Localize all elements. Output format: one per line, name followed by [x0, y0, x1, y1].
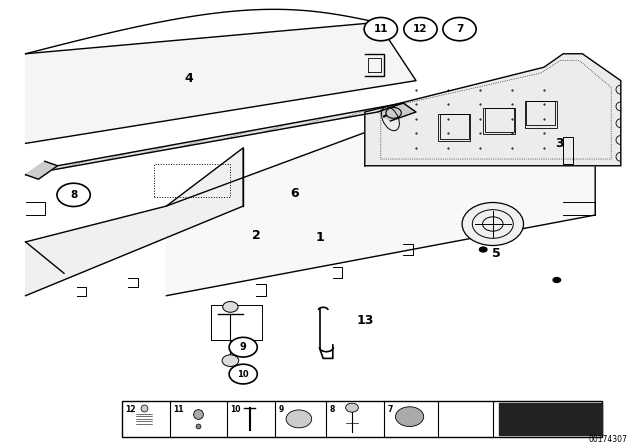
Polygon shape: [26, 22, 416, 143]
Polygon shape: [26, 161, 58, 179]
Circle shape: [364, 17, 397, 41]
Text: 12: 12: [413, 24, 428, 34]
Polygon shape: [26, 148, 243, 296]
Circle shape: [404, 17, 437, 41]
Bar: [485, 108, 514, 132]
Text: 12: 12: [125, 405, 135, 414]
Text: 10: 10: [230, 405, 241, 414]
Polygon shape: [26, 103, 403, 175]
Text: 11: 11: [374, 24, 388, 34]
Circle shape: [229, 337, 257, 357]
Circle shape: [286, 410, 312, 428]
Polygon shape: [365, 54, 621, 166]
Circle shape: [396, 407, 424, 426]
Bar: [483, 108, 515, 134]
Circle shape: [462, 202, 524, 246]
Bar: [563, 137, 573, 164]
Text: 10: 10: [237, 370, 249, 379]
Text: 2: 2: [252, 228, 260, 242]
Text: 9: 9: [278, 405, 284, 414]
Circle shape: [479, 246, 488, 253]
Polygon shape: [166, 125, 595, 296]
Bar: [122, 401, 602, 437]
Polygon shape: [499, 403, 602, 435]
Circle shape: [346, 403, 358, 412]
Bar: [440, 114, 468, 139]
Text: 7: 7: [456, 24, 463, 34]
Bar: [154, 164, 230, 197]
Circle shape: [223, 302, 238, 312]
Bar: [438, 114, 470, 141]
Text: 4: 4: [184, 72, 193, 85]
Circle shape: [222, 355, 239, 366]
Bar: [525, 101, 557, 128]
Text: 1: 1: [316, 231, 324, 244]
Text: 3: 3: [556, 137, 564, 150]
Text: 5: 5: [492, 246, 500, 260]
Text: 6: 6: [290, 187, 299, 201]
Text: 7: 7: [387, 405, 392, 414]
Bar: [526, 101, 556, 125]
Text: 13: 13: [356, 314, 374, 327]
Text: 11: 11: [173, 405, 183, 414]
Circle shape: [552, 277, 561, 283]
Text: 8: 8: [330, 405, 335, 414]
Text: 9: 9: [240, 342, 246, 352]
Circle shape: [229, 364, 257, 384]
Circle shape: [386, 108, 401, 118]
Circle shape: [57, 183, 90, 207]
Text: 00174307: 00174307: [588, 435, 627, 444]
Circle shape: [443, 17, 476, 41]
Text: 8: 8: [70, 190, 77, 200]
Polygon shape: [378, 103, 416, 121]
